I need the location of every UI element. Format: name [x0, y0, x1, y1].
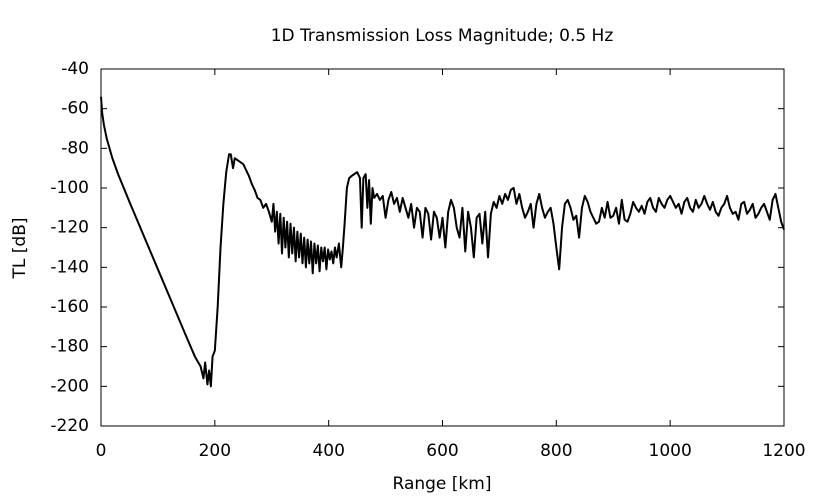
x-tick-label: 400 — [312, 441, 344, 461]
y-tick-label: -200 — [50, 376, 89, 396]
y-tick-label: -180 — [50, 337, 89, 357]
x-tick-label: 1000 — [649, 441, 692, 461]
y-tick-label: -80 — [61, 138, 89, 158]
chart-title: 1D Transmission Loss Magnitude; 0.5 Hz — [271, 26, 614, 46]
y-tick-label: -220 — [50, 416, 89, 436]
y-tick-label: -160 — [50, 297, 89, 317]
y-tick-label: -120 — [50, 218, 89, 238]
x-tick-label: 600 — [426, 441, 458, 461]
y-tick-label: -140 — [50, 257, 89, 277]
y-tick-label: -100 — [50, 178, 89, 198]
y-tick-label: -40 — [61, 59, 89, 79]
x-axis-label: Range [km] — [393, 474, 492, 494]
y-axis-label: TL [dB] — [10, 218, 30, 280]
x-tick-label: 1200 — [762, 441, 805, 461]
y-tick-label: -60 — [61, 99, 89, 119]
data-line — [100, 96, 785, 388]
x-tick-label: 800 — [540, 441, 572, 461]
x-tick-label: 200 — [199, 441, 231, 461]
x-tick-label: 0 — [96, 441, 107, 461]
